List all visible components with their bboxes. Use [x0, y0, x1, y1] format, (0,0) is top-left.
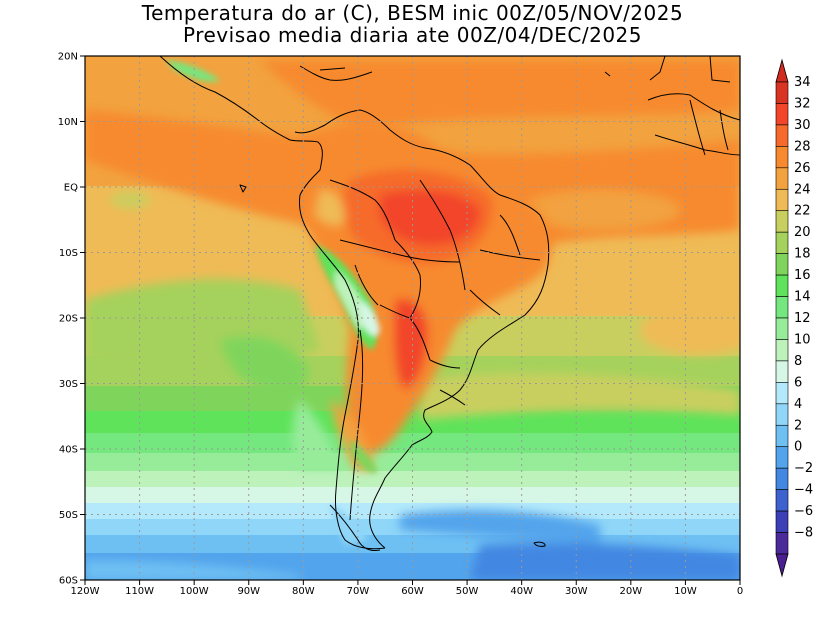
colorbar-label: 2	[794, 418, 802, 433]
colorbar-swatch	[775, 424, 789, 448]
lat-tick-label: 10S	[59, 248, 78, 259]
lon-tick-label: 30W	[565, 586, 588, 597]
title-line-2: Previsao media diaria ate 00Z/04/DEC/202…	[183, 23, 642, 47]
colorbar-label: 8	[794, 354, 802, 369]
colorbar-label: 20	[794, 225, 811, 240]
colorbar-swatch	[775, 231, 789, 254]
colorbar-label: 18	[794, 247, 811, 262]
colorbar-label: 30	[794, 118, 811, 133]
colorbar-swatch	[775, 167, 789, 190]
colorbar-label: 22	[794, 204, 811, 219]
colorbar-label: 12	[794, 311, 811, 326]
colorbar-label: −2	[794, 461, 813, 476]
lon-tick-label: 90W	[237, 586, 260, 597]
lat-tick-label: 30S	[59, 379, 78, 390]
colorbar-swatch	[775, 489, 789, 512]
lat-tick-label: EQ	[64, 183, 78, 194]
colorbar-swatch	[775, 339, 789, 362]
lat-tick-label: 40S	[59, 445, 78, 456]
lon-tick-label: 0	[737, 586, 743, 597]
colorbar-swatch	[775, 360, 789, 383]
colorbar-swatch	[775, 103, 789, 126]
colorbar-swatch	[775, 146, 789, 169]
colorbar-swatch	[775, 296, 789, 319]
colorbar-swatch	[775, 510, 789, 533]
colorbar-label: 32	[794, 96, 811, 111]
colorbar-swatch	[775, 403, 789, 426]
lon-tick-label: 60W	[401, 586, 424, 597]
colorbar-swatch	[775, 188, 789, 212]
lon-tick-label: 100W	[180, 586, 209, 597]
colorbar-label: 16	[794, 268, 811, 283]
colorbar-swatch	[775, 317, 789, 340]
lon-tick-label: 120W	[71, 586, 100, 597]
colorbar-label: 24	[794, 182, 811, 197]
colorbar-top-arrow	[775, 58, 789, 83]
lon-tick-label: 20W	[620, 586, 643, 597]
colorbar-label: 6	[794, 375, 802, 390]
lon-tick-label: 10W	[674, 586, 697, 597]
colorbar-swatch	[775, 210, 789, 233]
colorbar-swatch	[775, 467, 789, 490]
longitude-labels: 120W 110W 100W 90W 80W 70W 60W 50W 40W 30W 20W 10W 0	[71, 580, 743, 597]
lat-tick-label: 20S	[59, 314, 78, 325]
colorbar-label: 28	[794, 139, 811, 154]
colorbar-label: −4	[794, 483, 813, 498]
colorbar-label: 34	[794, 75, 811, 90]
lat-tick-label: 60S	[59, 576, 78, 587]
lon-tick-label: 50W	[456, 586, 479, 597]
title-line-1: Temperatura do ar (C), BESM inic 00Z/05/…	[141, 1, 684, 25]
lat-tick-label: 20N	[58, 52, 78, 63]
colorbar-label: 4	[794, 397, 802, 412]
colorbar-label: −8	[794, 526, 813, 541]
lat-tick-label: 10N	[58, 117, 78, 128]
colorbar-label: −6	[794, 504, 813, 519]
lat-tick-label: 50S	[59, 510, 78, 521]
colorbar-swatch	[775, 532, 789, 555]
lon-tick-label: 40W	[510, 586, 533, 597]
lon-tick-label: 70W	[347, 586, 370, 597]
colorbar-swatch	[775, 253, 789, 276]
colorbar-swatch	[775, 446, 789, 469]
lon-tick-label: 80W	[292, 586, 315, 597]
colorbar-label: 10	[794, 332, 811, 347]
colorbar-swatch	[775, 81, 789, 104]
colorbar-swatch	[775, 382, 789, 405]
map-title: Temperatura do ar (C), BESM inic 00Z/05/…	[0, 2, 825, 46]
colorbar-label: 26	[794, 161, 811, 176]
latitude-labels: 20N 10N EQ 10S 20S 30S 40S 50S 60S	[58, 52, 85, 587]
colorbar-label: 14	[794, 290, 811, 305]
colorbar-label: 0	[794, 440, 802, 455]
lon-tick-label: 110W	[125, 586, 154, 597]
colorbar-swatch	[775, 124, 789, 147]
colorbar-swatch	[775, 274, 789, 297]
map-gridlines	[85, 56, 740, 580]
colorbar-bottom-arrow	[775, 553, 789, 578]
